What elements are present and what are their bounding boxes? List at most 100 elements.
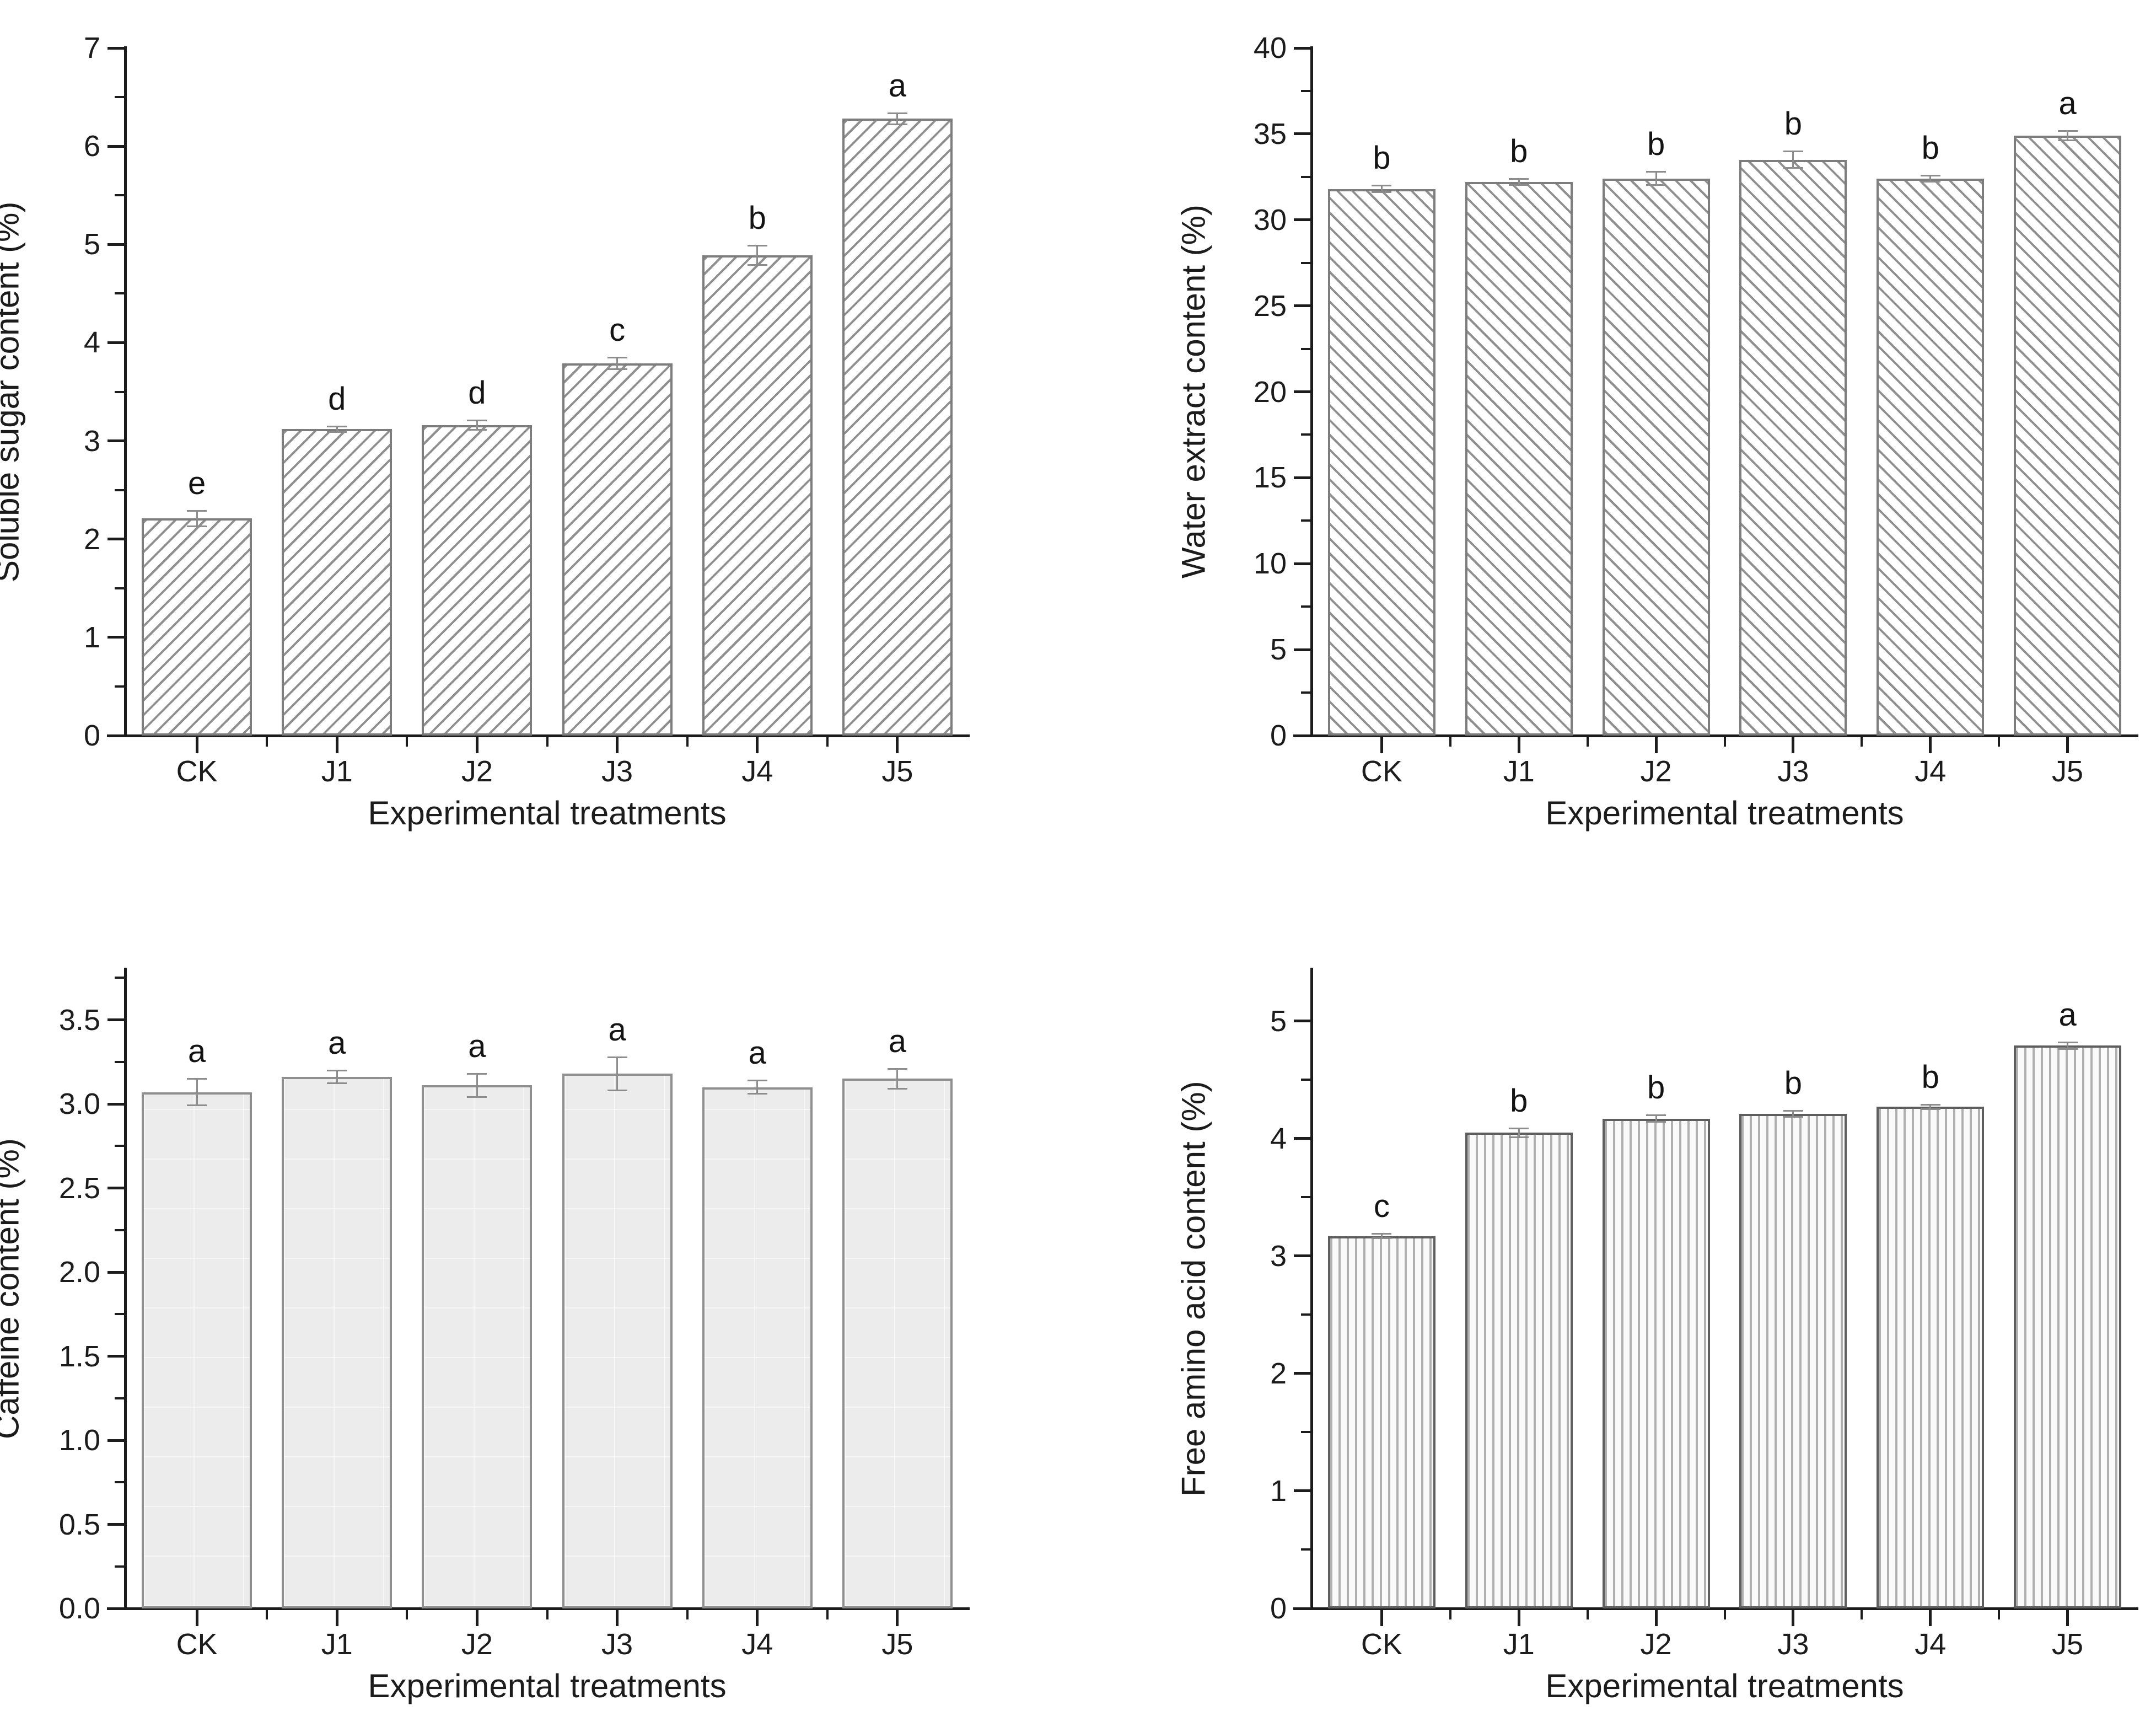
error-bar-line [1380,185,1383,192]
x-major-tick [1929,737,1932,753]
x-major-tick [616,737,619,753]
y-tick-label: 1 [1270,1474,1287,1508]
significance-letter: a [2058,85,2077,121]
y-tick-label: 2.5 [58,1171,100,1205]
x-major-tick [335,737,338,753]
error-bar-cap [1372,1237,1392,1239]
error-bar-cap [327,1070,347,1071]
significance-letter: c [609,312,626,348]
y-minor-tick [1301,519,1310,522]
error-bar-cap [2057,140,2078,142]
x-category-label: J5 [881,755,913,788]
x-minor-tick [1861,737,1863,747]
y-minor-tick [1301,433,1310,436]
bar-J2 [422,1085,533,1608]
x-minor-tick [1449,1610,1451,1619]
bar-J5 [842,119,953,736]
error-bar-line [1929,175,1932,183]
y-tick-label: 1 [83,620,100,654]
significance-letter: a [468,1028,486,1065]
y-minor-tick [115,977,124,979]
x-category-label: J4 [741,755,773,788]
error-bar-line [2067,130,2069,141]
error-bar-cap [747,264,767,266]
x-category-label: J1 [321,755,353,788]
error-bar-cap [887,1068,907,1070]
error-bar-cap [1783,1109,1803,1112]
error-bar-cap [187,525,207,527]
y-axis-line [1310,968,1313,1610]
y-minor-tick [1301,89,1310,92]
error-bar-line [1929,1104,1932,1109]
y-major-tick [107,538,124,541]
error-bar-line [1518,1128,1520,1138]
x-major-tick [475,737,478,753]
y-major-tick [1294,46,1310,50]
y-tick-label: 5 [1270,1004,1287,1038]
x-minor-tick [266,737,268,747]
error-bar-line [1655,171,1657,186]
x-major-tick [1654,737,1658,753]
y-tick-label: 0 [83,719,100,752]
error-bar-cap [187,510,207,512]
y-major-tick [107,144,124,148]
error-bar-cap [1646,1120,1666,1123]
y-axis-line [124,46,127,737]
x-minor-tick [546,737,549,747]
error-bar-cap [1646,171,1666,173]
y-tick-label: 0.5 [58,1508,100,1541]
error-bar-cap [327,431,347,433]
y-major-tick [1294,734,1310,737]
y-axis-title: Water extract content (%) [1175,205,1212,579]
error-bar-line [896,112,899,125]
x-major-tick [1654,1610,1658,1626]
bar-CK [142,518,252,736]
y-tick-label: 4 [1270,1122,1287,1155]
x-category-label: J1 [1503,755,1535,788]
x-minor-tick [406,1610,408,1619]
error-bar-line [896,1068,899,1089]
error-bar-line [2067,1042,2069,1049]
bar-J5 [2014,135,2122,736]
y-minor-tick [1301,347,1310,350]
y-minor-tick [1301,605,1310,608]
y-tick-label: 2.0 [58,1256,100,1289]
x-category-label: CK [176,1628,218,1661]
x-minor-tick [686,737,689,747]
error-bar-line [1518,178,1520,186]
y-tick-label: 0.0 [58,1592,100,1625]
x-axis-line [1293,1607,2138,1610]
x-category-label: J4 [741,1628,773,1661]
x-category-label: J5 [2052,1628,2084,1661]
error-bar-cap [2057,1042,2078,1044]
x-category-label: J1 [1503,1628,1535,1661]
bar-CK [142,1092,252,1608]
y-minor-tick [1301,1431,1310,1434]
error-bar-cap [1920,174,1940,176]
significance-letter: b [1921,130,1939,166]
x-major-tick [2066,737,2069,753]
error-bar-line [336,426,338,432]
significance-letter: a [328,1025,346,1061]
y-major-tick [1294,1372,1310,1375]
bar-J1 [282,1077,393,1608]
y-tick-label: 40 [1253,31,1287,65]
y-minor-tick [115,1145,124,1147]
y-tick-label: 10 [1253,547,1287,581]
error-bar-cap [327,425,347,427]
x-category-label: J2 [461,755,493,788]
error-bar-line [1792,151,1794,169]
y-minor-tick [115,292,124,295]
error-bar-line [616,1056,619,1091]
error-bar-cap [467,1096,487,1098]
bar-CK [1327,189,1435,736]
x-minor-tick [1998,1610,2001,1619]
y-major-tick [107,243,124,246]
error-bar-line [756,1080,759,1094]
significance-letter: b [1373,140,1391,176]
significance-letter: a [748,1035,766,1071]
error-bar-cap [887,112,907,114]
x-category-label: J3 [1777,1628,1809,1661]
error-bar-cap [1920,1104,1940,1106]
x-major-tick [756,737,759,753]
